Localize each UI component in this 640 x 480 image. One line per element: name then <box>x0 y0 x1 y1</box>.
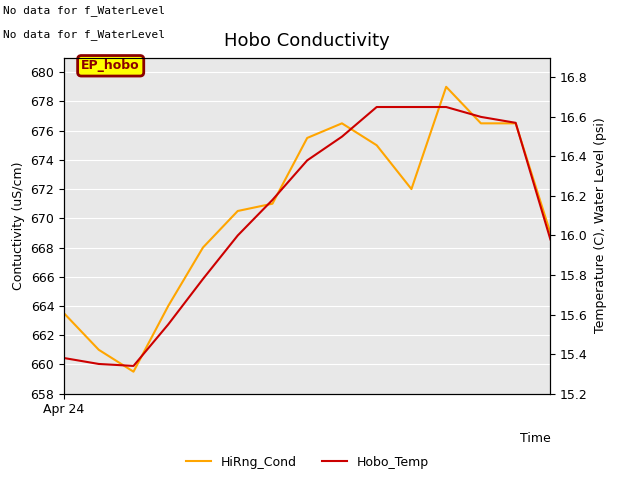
Text: No data for f_WaterLevel: No data for f_WaterLevel <box>3 29 165 40</box>
Title: Hobo Conductivity: Hobo Conductivity <box>225 33 390 50</box>
Legend: HiRng_Cond, Hobo_Temp: HiRng_Cond, Hobo_Temp <box>180 451 434 474</box>
Y-axis label: Temperature (C), Water Level (psi): Temperature (C), Water Level (psi) <box>593 118 607 334</box>
Y-axis label: Contuctivity (uS/cm): Contuctivity (uS/cm) <box>12 161 25 290</box>
Text: No data for f_WaterLevel: No data for f_WaterLevel <box>3 5 165 16</box>
Text: Time: Time <box>520 432 550 445</box>
Text: EP_hobo: EP_hobo <box>81 60 140 72</box>
